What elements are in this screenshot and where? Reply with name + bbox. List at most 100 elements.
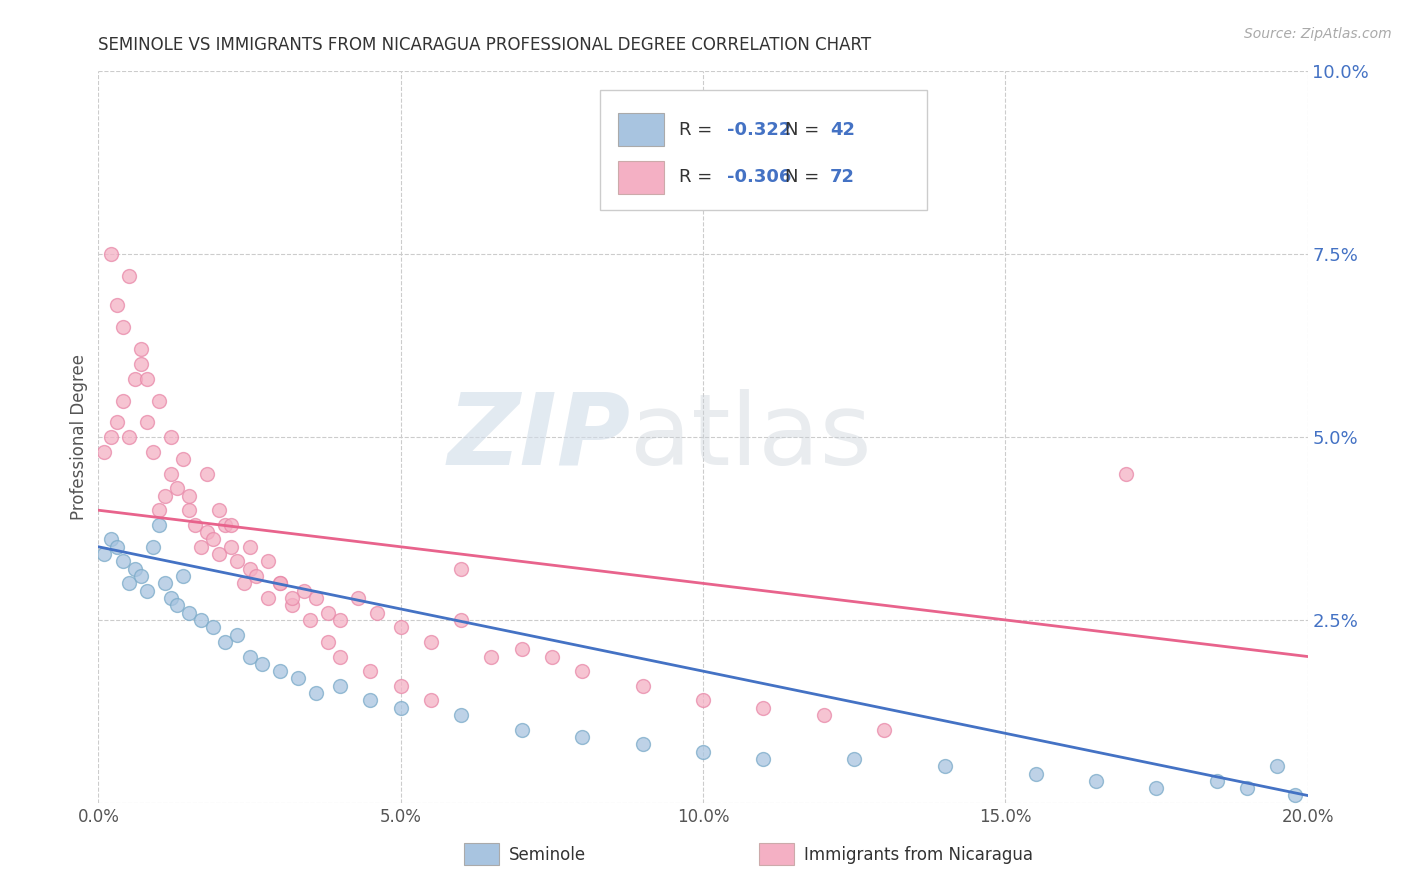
Point — [100, 430, 122, 444]
Point — [105, 540, 128, 554]
Point — [389, 679, 412, 693]
Point — [571, 730, 593, 744]
Text: N =: N = — [785, 169, 825, 186]
Point — [281, 591, 304, 605]
Point — [179, 503, 201, 517]
Point — [142, 444, 165, 458]
Point — [631, 737, 654, 751]
Text: 42: 42 — [830, 121, 855, 139]
Y-axis label: Professional Degree: Professional Degree — [70, 354, 89, 520]
Point — [450, 613, 472, 627]
Point — [292, 583, 315, 598]
Point — [195, 525, 218, 540]
Point — [316, 635, 339, 649]
Point — [305, 686, 328, 700]
Point — [813, 708, 835, 723]
Point — [256, 591, 278, 605]
Point — [160, 467, 183, 481]
Point — [93, 547, 115, 561]
Point — [190, 540, 212, 554]
Text: 72: 72 — [830, 169, 855, 186]
Point — [214, 517, 236, 532]
Point — [153, 576, 176, 591]
Point — [316, 606, 339, 620]
Point — [245, 569, 267, 583]
Point — [934, 759, 956, 773]
Point — [752, 752, 775, 766]
Point — [250, 657, 273, 671]
Point — [179, 489, 201, 503]
Point — [299, 613, 322, 627]
Text: ZIP: ZIP — [447, 389, 630, 485]
Point — [129, 569, 152, 583]
Point — [1236, 781, 1258, 796]
Point — [135, 371, 157, 385]
Text: R =: R = — [679, 169, 718, 186]
Point — [389, 700, 412, 714]
Point — [166, 599, 188, 613]
Point — [510, 723, 533, 737]
Point — [100, 247, 122, 261]
Point — [202, 620, 225, 634]
Point — [571, 664, 593, 678]
Point — [172, 452, 194, 467]
Point — [1024, 766, 1046, 780]
Text: Source: ZipAtlas.com: Source: ZipAtlas.com — [1244, 27, 1392, 41]
Text: atlas: atlas — [630, 389, 872, 485]
Point — [269, 664, 291, 678]
Point — [160, 591, 183, 605]
FancyBboxPatch shape — [619, 161, 664, 194]
Point — [135, 583, 157, 598]
Text: Immigrants from Nicaragua: Immigrants from Nicaragua — [804, 846, 1033, 863]
Point — [226, 627, 249, 641]
Point — [202, 533, 225, 547]
Point — [844, 752, 866, 766]
Point — [752, 700, 775, 714]
Point — [1267, 759, 1289, 773]
Text: N =: N = — [785, 121, 825, 139]
Point — [226, 554, 249, 568]
FancyBboxPatch shape — [600, 90, 927, 211]
Point — [111, 554, 134, 568]
FancyBboxPatch shape — [619, 113, 664, 146]
Point — [1115, 467, 1137, 481]
Point — [510, 642, 533, 657]
Point — [329, 649, 352, 664]
Point — [195, 467, 218, 481]
Point — [1284, 789, 1306, 803]
Point — [239, 649, 262, 664]
Point — [269, 576, 291, 591]
Point — [105, 416, 128, 430]
Point — [148, 517, 170, 532]
Point — [873, 723, 896, 737]
Point — [208, 547, 231, 561]
Text: Seminole: Seminole — [509, 846, 586, 863]
Point — [389, 620, 412, 634]
Point — [118, 269, 141, 284]
Point — [281, 599, 304, 613]
Point — [208, 503, 231, 517]
Point — [287, 672, 309, 686]
Point — [540, 649, 562, 664]
Point — [347, 591, 370, 605]
Point — [232, 576, 254, 591]
Point — [329, 613, 352, 627]
Point — [148, 393, 170, 408]
Text: -0.322: -0.322 — [727, 121, 792, 139]
Text: R =: R = — [679, 121, 718, 139]
Point — [142, 540, 165, 554]
Point — [129, 357, 152, 371]
Point — [118, 430, 141, 444]
Point — [153, 489, 176, 503]
Point — [692, 745, 714, 759]
Point — [124, 371, 146, 385]
Point — [93, 444, 115, 458]
Point — [239, 562, 262, 576]
Point — [360, 693, 382, 707]
Point — [420, 693, 443, 707]
Point — [360, 664, 382, 678]
Point — [100, 533, 122, 547]
Point — [184, 517, 207, 532]
Point — [214, 635, 236, 649]
Point — [366, 606, 388, 620]
